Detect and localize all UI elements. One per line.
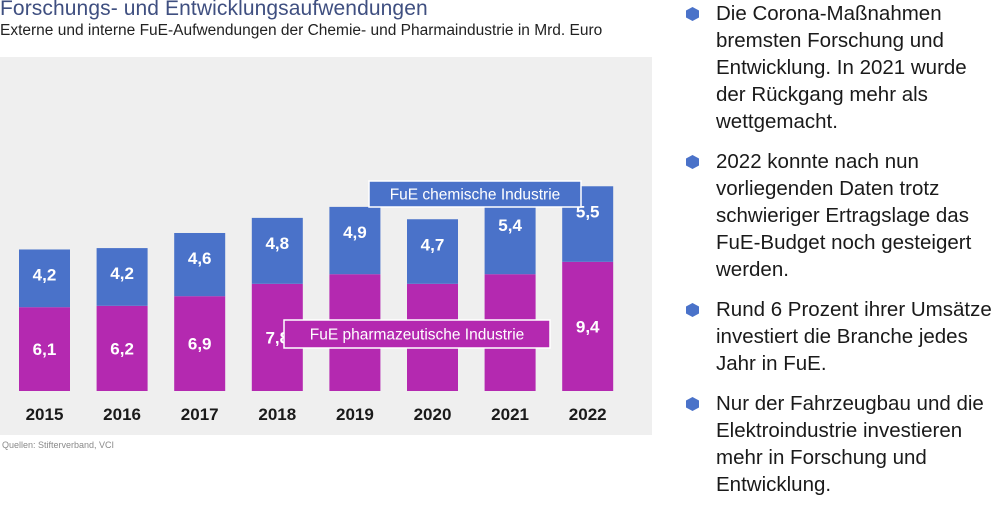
bar-segment-chem [19, 249, 70, 308]
bar-segment-pharma [562, 261, 614, 391]
bar-segment-chem [96, 248, 148, 306]
bullet-list: Die Corona-Maßnahmen bremsten Forschung … [683, 0, 1000, 511]
x-tick-label: 2020 [414, 405, 452, 424]
bullet-item: Nur der Fahrzeugbau und die Elektroindus… [683, 390, 1000, 498]
bullet-text: Rund 6 Prozent ihrer Umsätze investiert … [716, 298, 992, 375]
bar-segment-chem [407, 219, 458, 284]
bullet-item: Rund 6 Prozent ihrer Umsätze investiert … [683, 296, 1000, 377]
bar-segment-pharma [19, 307, 70, 391]
x-tick-label: 2022 [569, 405, 607, 424]
data-label-pharma: 6,2 [110, 339, 134, 358]
bar-segment-pharma [96, 305, 148, 391]
x-tick-label: 2016 [103, 405, 141, 424]
x-tick-label: 2015 [26, 405, 64, 424]
stacked-bar-chart: 6,1 4,2 2015 6,2 4,2 2016 6,9 4,6 2017 7,8 4,8 2018… [19, 180, 614, 424]
x-tick-label: 2017 [181, 405, 219, 424]
data-label-chem: 4,6 [188, 249, 212, 268]
bullet-item: Die Corona-Maßnahmen bremsten Forschung … [683, 0, 1000, 135]
data-label-pharma: 7,8 [265, 328, 289, 347]
series-label-pharma-box [283, 319, 551, 349]
data-label-pharma: 6,9 [188, 335, 212, 354]
x-tick-label: 2019 [336, 405, 374, 424]
data-label-chem: 4,7 [421, 235, 445, 254]
bar-segment-chem [484, 200, 536, 275]
data-label-chem: 4,8 [265, 234, 289, 253]
data-label-chem: 5,4 [498, 216, 522, 235]
bullet-text: 2022 konnte nach nun vorliegenden Daten … [716, 150, 972, 281]
data-label-chem: 4,9 [343, 223, 367, 242]
series-label-chem: FuE chemische Industrie [390, 187, 561, 204]
bullet-text: Nur der Fahrzeugbau und die Elektroindus… [716, 392, 984, 496]
bar-segment-chem [329, 206, 381, 275]
series-label-pharma: FuE pharmazeutische Industrie [310, 327, 525, 344]
bullet-item: 2022 konnte nach nun vorliegenden Daten … [683, 148, 1000, 283]
x-tick-label: 2021 [491, 405, 529, 424]
x-tick-label: 2018 [258, 405, 296, 424]
hexagon-bullet-icon [686, 155, 699, 169]
data-label-pharma: 6,1 [33, 340, 57, 359]
bullet-text: Die Corona-Maßnahmen bremsten Forschung … [716, 2, 967, 133]
data-label-pharma: 9,4 [576, 317, 600, 336]
bar-segment-pharma [174, 296, 226, 391]
hexagon-bullet-icon [686, 7, 699, 21]
bar-segment-chem [251, 217, 303, 284]
chart-title: Forschungs- und Entwicklungsaufwendungen [0, 0, 428, 20]
series-label-chem-box [368, 180, 582, 208]
hexagon-bullet-icon [686, 303, 699, 317]
chart-subtitle: Externe und interne FuE-Aufwendungen der… [0, 22, 603, 39]
source-note: Quellen: Stifterverband, VCI [2, 440, 115, 450]
chart-panel: 6,1 4,2 2015 6,2 4,2 2016 6,9 4,6 2017 7,8 4,8 2018… [0, 57, 652, 435]
data-label-chem: 4,2 [110, 264, 134, 283]
bar-segment-chem [174, 232, 226, 297]
data-label-chem: 5,5 [576, 202, 600, 221]
data-label-chem: 4,2 [33, 265, 57, 284]
hexagon-bullet-icon [686, 397, 699, 411]
